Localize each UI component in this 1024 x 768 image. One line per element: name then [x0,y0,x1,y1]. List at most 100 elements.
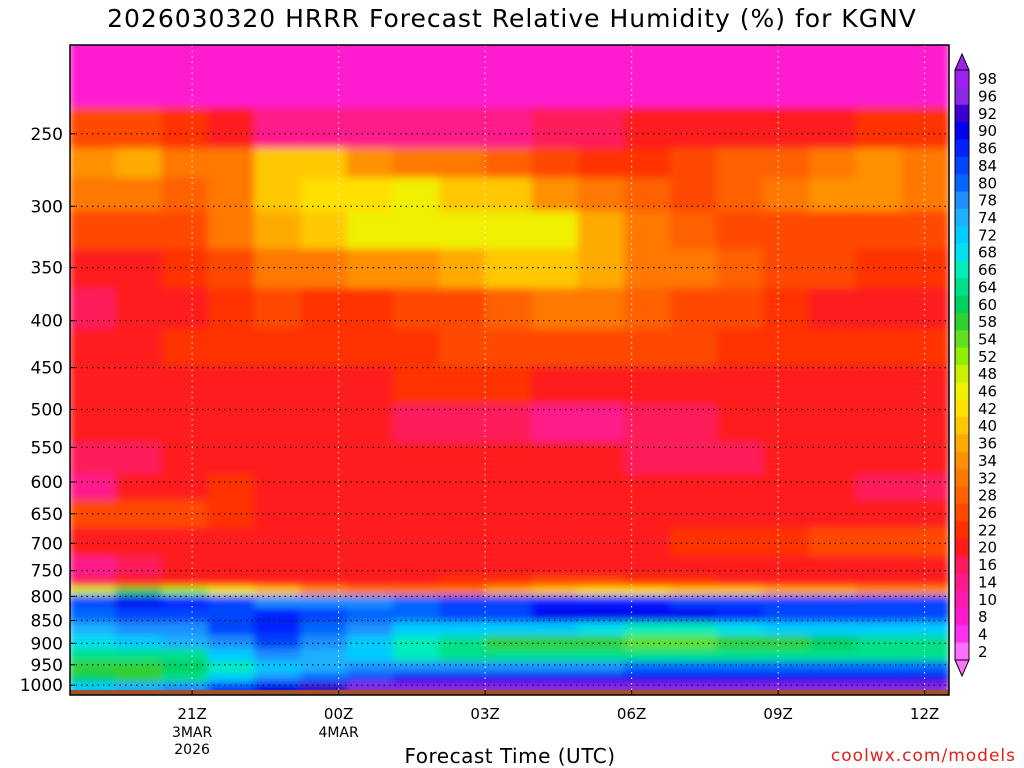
rh-cell [70,576,118,589]
rh-cell [300,329,349,369]
colorbar-arrow-bottom [954,659,970,678]
rh-cell [392,329,442,369]
surface-band [70,689,949,695]
y-tick-label: 450 [31,359,63,379]
rh-cell [254,329,303,369]
rh-cell [577,248,627,291]
y-tick-label: 550 [31,438,63,458]
rh-cell [392,474,442,503]
rh-cell [577,527,627,559]
rh-cell [161,474,210,503]
colorbar-label: 36 [978,435,997,453]
rh-cell [624,148,673,180]
rh-cell [346,661,395,675]
x-tick-label: 21Z [177,705,206,723]
rh-cell [439,107,488,150]
rh-cell [439,248,488,291]
colorbar-swatch [955,208,969,227]
rh-cell [901,576,949,589]
rh-cell [809,661,858,675]
rh-cell [439,586,488,598]
rh-cell [716,366,765,406]
rh-cell [161,586,210,598]
rh-cell [300,556,349,579]
colorbar-swatch [955,156,969,175]
y-tick-label: 800 [31,587,63,607]
rh-cell [207,45,257,110]
rh-cell [70,177,118,214]
colorbar-label: 28 [978,487,997,505]
rh-cell [115,366,164,406]
rh-cell [716,45,765,110]
rh-cell [254,404,303,445]
rh-cell [207,177,257,214]
rh-cell [901,607,949,624]
rh-cell [346,366,395,406]
colorbar-label: 42 [978,400,997,418]
rh-cell [485,45,534,110]
rh-cell [485,442,534,476]
rh-cell [300,474,349,503]
rh-cell [670,556,719,579]
rh-cell [716,474,765,503]
rh-cell [531,107,580,150]
rh-cell [531,329,580,369]
rh-cell [901,621,949,638]
rh-cell [624,673,673,685]
rh-cell [254,648,303,664]
colorbar-label: 96 [978,88,997,106]
rh-cell [901,404,949,445]
rh-cell [901,673,949,685]
rh-cell [346,45,395,110]
rh-cell [624,248,673,291]
rh-cell [624,648,673,664]
rh-cell [577,211,627,251]
rh-cell [624,556,673,579]
rh-cell [762,648,812,664]
rh-cell [485,107,534,150]
rh-cell [207,107,257,150]
rh-cell [161,595,210,610]
rh-cell [207,404,257,445]
rh-cell [115,107,164,150]
rh-cell [392,586,442,598]
rh-cell [855,621,904,638]
rh-cell [115,329,164,369]
rh-cell [300,366,349,406]
rh-cell [300,148,349,180]
rh-cell [300,673,349,685]
colorbar-label: 98 [978,70,997,88]
rh-cell [531,586,580,598]
rh-cell [670,635,719,651]
rh-cell [485,404,534,445]
colorbar-label: 14 [978,573,997,591]
rh-cell [531,288,580,331]
rh-cell [346,148,395,180]
rh-cell [439,500,488,530]
rh-cell [392,673,442,685]
rh-cell [392,648,442,664]
ground-surface [70,689,949,695]
rh-cell [716,586,765,598]
colorbar-label: 16 [978,556,997,574]
colorbar-label: 40 [978,417,997,435]
rh-cell [624,607,673,624]
colorbar-label: 58 [978,313,997,331]
rh-cell [161,288,210,331]
rh-cell [207,648,257,664]
rh-cell [531,45,580,110]
rh-cell [70,474,118,503]
rh-cell [439,576,488,589]
colorbar-swatch [955,174,969,192]
rh-cell [207,527,257,559]
rh-cell [624,329,673,369]
rh-cell [809,177,858,214]
rh-cell [207,635,257,651]
humidity-field [70,45,949,695]
rh-cell [115,177,164,214]
rh-cell [115,527,164,559]
rh-cell [855,586,904,598]
rh-cell [670,474,719,503]
rh-cell [392,500,442,530]
rh-cell [300,595,349,610]
